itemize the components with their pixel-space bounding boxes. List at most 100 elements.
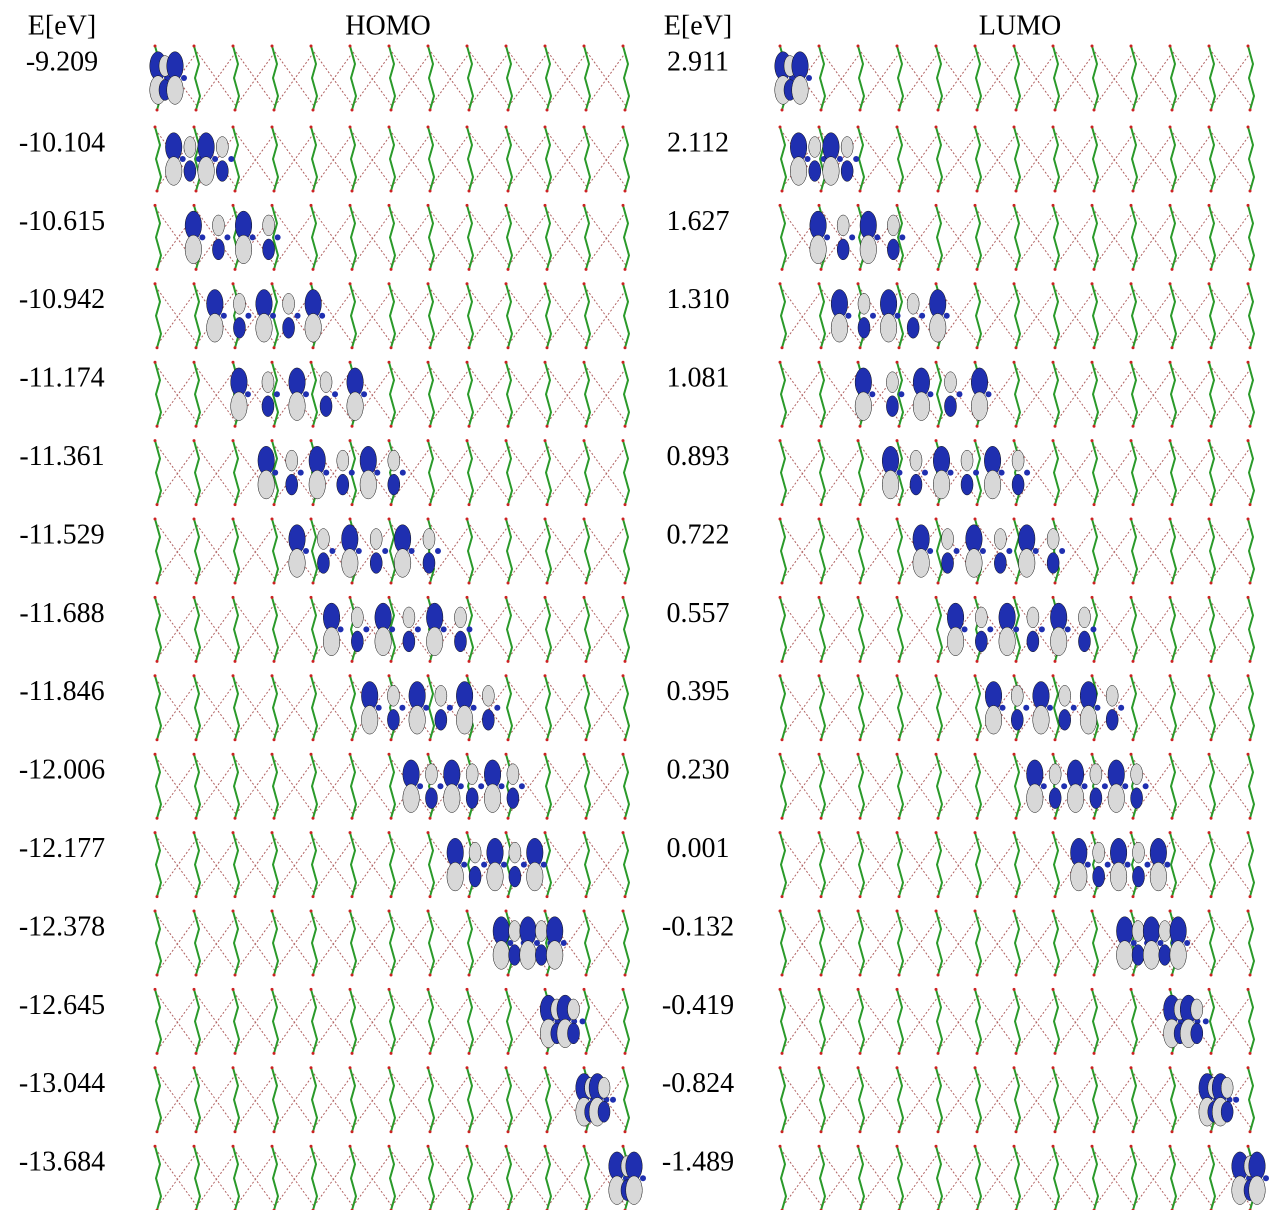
lumo-energy: 2.112 bbox=[667, 127, 729, 158]
atom bbox=[896, 1066, 899, 1069]
backbone bbox=[623, 46, 629, 110]
orbital-lobe bbox=[509, 866, 521, 887]
orbital-lobe bbox=[1122, 783, 1128, 789]
atom bbox=[974, 831, 977, 834]
orbital-lobe bbox=[376, 705, 382, 711]
orbital-lobe bbox=[1184, 940, 1190, 946]
atom bbox=[156, 974, 159, 977]
orbital-lobe bbox=[984, 470, 1001, 499]
orbital-lobe bbox=[481, 862, 487, 868]
orbital-lobe bbox=[1221, 1101, 1233, 1122]
atom bbox=[310, 596, 313, 599]
atom bbox=[271, 596, 274, 599]
orbital-lobe bbox=[568, 999, 580, 1020]
atom bbox=[1169, 204, 1172, 207]
atom bbox=[349, 1066, 352, 1069]
orbital-lobe bbox=[1050, 627, 1067, 656]
atom bbox=[1091, 518, 1094, 521]
orbital-lobe bbox=[1012, 450, 1024, 471]
atom bbox=[583, 988, 586, 991]
atom bbox=[544, 910, 547, 913]
orbital-lobe bbox=[466, 764, 478, 785]
atom bbox=[781, 503, 784, 506]
atom bbox=[857, 910, 860, 913]
atom bbox=[1093, 974, 1096, 977]
atom bbox=[156, 660, 159, 663]
lumo-energy: 0.557 bbox=[667, 598, 730, 629]
orbital-lobe bbox=[1006, 548, 1012, 554]
homo-header: HOMO bbox=[345, 10, 431, 41]
atom bbox=[896, 988, 899, 991]
atom bbox=[859, 1052, 862, 1055]
atom bbox=[193, 753, 196, 756]
homo-orbital bbox=[154, 1145, 647, 1210]
orbital-lobe bbox=[235, 235, 252, 264]
atom bbox=[898, 582, 901, 585]
atom bbox=[154, 1066, 157, 1069]
atom bbox=[193, 518, 196, 521]
atom bbox=[429, 1052, 432, 1055]
atom bbox=[388, 910, 391, 913]
orbital-lobe bbox=[1094, 705, 1100, 711]
orbital-lobe bbox=[1132, 842, 1144, 863]
atom bbox=[1210, 582, 1213, 585]
atom bbox=[544, 361, 547, 364]
atom bbox=[310, 988, 313, 991]
atom bbox=[1132, 268, 1135, 271]
orbital-lobe bbox=[224, 234, 230, 240]
atom bbox=[1171, 817, 1174, 820]
atom bbox=[583, 126, 586, 129]
orbital-lobe bbox=[388, 450, 400, 471]
atom bbox=[271, 1066, 274, 1069]
atom bbox=[781, 817, 784, 820]
atom bbox=[896, 753, 899, 756]
atom bbox=[544, 518, 547, 521]
atom bbox=[195, 190, 198, 193]
orbital-lobe bbox=[994, 529, 1006, 550]
orbital-lobe bbox=[444, 784, 461, 813]
atom bbox=[427, 439, 430, 442]
atom bbox=[195, 738, 198, 741]
atom bbox=[1210, 817, 1213, 820]
orbital-lobe bbox=[1011, 685, 1023, 706]
orbital-lobe bbox=[1108, 784, 1125, 813]
orbital-lobe bbox=[458, 783, 464, 789]
atom bbox=[156, 109, 159, 112]
atom bbox=[466, 988, 469, 991]
atom bbox=[466, 361, 469, 364]
homo-energy: -13.044 bbox=[19, 1068, 105, 1099]
atom bbox=[1132, 817, 1135, 820]
atom bbox=[154, 753, 157, 756]
atom bbox=[273, 1052, 276, 1055]
atom bbox=[1130, 282, 1133, 285]
homo-orbital bbox=[154, 204, 630, 271]
orbital-lobe bbox=[962, 626, 968, 632]
orbital-lobe bbox=[471, 705, 477, 711]
atom bbox=[1171, 503, 1174, 506]
backbone bbox=[1248, 127, 1254, 191]
orbital-lobe bbox=[1023, 705, 1029, 711]
atom bbox=[388, 988, 391, 991]
atom bbox=[818, 753, 821, 756]
backbone bbox=[1248, 441, 1254, 505]
orbital-lobe bbox=[886, 396, 898, 417]
atom bbox=[1013, 1066, 1016, 1069]
atom bbox=[390, 895, 393, 898]
orbital-lobe bbox=[323, 627, 340, 656]
orbital-lobe bbox=[910, 474, 922, 495]
atom bbox=[468, 503, 471, 506]
lumo-orbital bbox=[779, 1066, 1255, 1133]
orbital-lobe bbox=[216, 137, 228, 158]
homo-energy: -12.177 bbox=[19, 833, 105, 864]
lumo-orbital bbox=[779, 596, 1255, 663]
atom bbox=[312, 582, 315, 585]
orbital-lobe bbox=[956, 391, 962, 397]
atom bbox=[390, 503, 393, 506]
atom bbox=[349, 282, 352, 285]
orbital-lobe bbox=[403, 631, 415, 652]
atom bbox=[193, 126, 196, 129]
atom bbox=[859, 582, 862, 585]
orbital-lobe bbox=[435, 685, 447, 706]
orbital-lobe bbox=[509, 945, 521, 966]
atom bbox=[896, 282, 899, 285]
